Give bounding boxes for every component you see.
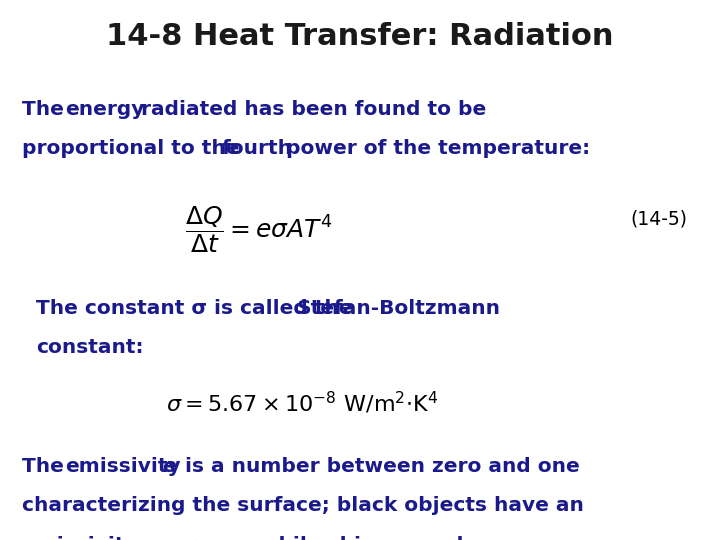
Text: is a number between zero and one: is a number between zero and one xyxy=(178,457,580,476)
Text: 14-8 Heat Transfer: Radiation: 14-8 Heat Transfer: Radiation xyxy=(107,22,613,51)
Text: The: The xyxy=(22,100,71,119)
Text: emissivity: emissivity xyxy=(65,457,181,476)
Text: emissivity near one, while shiny ones have an: emissivity near one, while shiny ones ha… xyxy=(22,536,546,540)
Text: $\dfrac{\Delta Q}{\Delta t} = e\sigma A T^4$: $\dfrac{\Delta Q}{\Delta t} = e\sigma A … xyxy=(185,204,333,255)
Text: power of the temperature:: power of the temperature: xyxy=(279,139,590,158)
Text: The: The xyxy=(22,457,71,476)
Text: fourth: fourth xyxy=(222,139,293,158)
Text: characterizing the surface; black objects have an: characterizing the surface; black object… xyxy=(22,496,583,515)
Text: constant:: constant: xyxy=(36,338,143,357)
Text: The constant σ is called the: The constant σ is called the xyxy=(36,299,359,318)
Text: proportional to the: proportional to the xyxy=(22,139,246,158)
Text: (14-5): (14-5) xyxy=(630,210,687,228)
Text: Stefan-Boltzmann: Stefan-Boltzmann xyxy=(297,299,500,318)
Text: radiated has been found to be: radiated has been found to be xyxy=(134,100,486,119)
Text: energy: energy xyxy=(65,100,144,119)
Text: $\sigma = 5.67 \times 10^{-8}\ \mathrm{W/m^2{\cdot}K^4}$: $\sigma = 5.67 \times 10^{-8}\ \mathrm{W… xyxy=(166,389,438,416)
Text: e: e xyxy=(163,457,176,476)
